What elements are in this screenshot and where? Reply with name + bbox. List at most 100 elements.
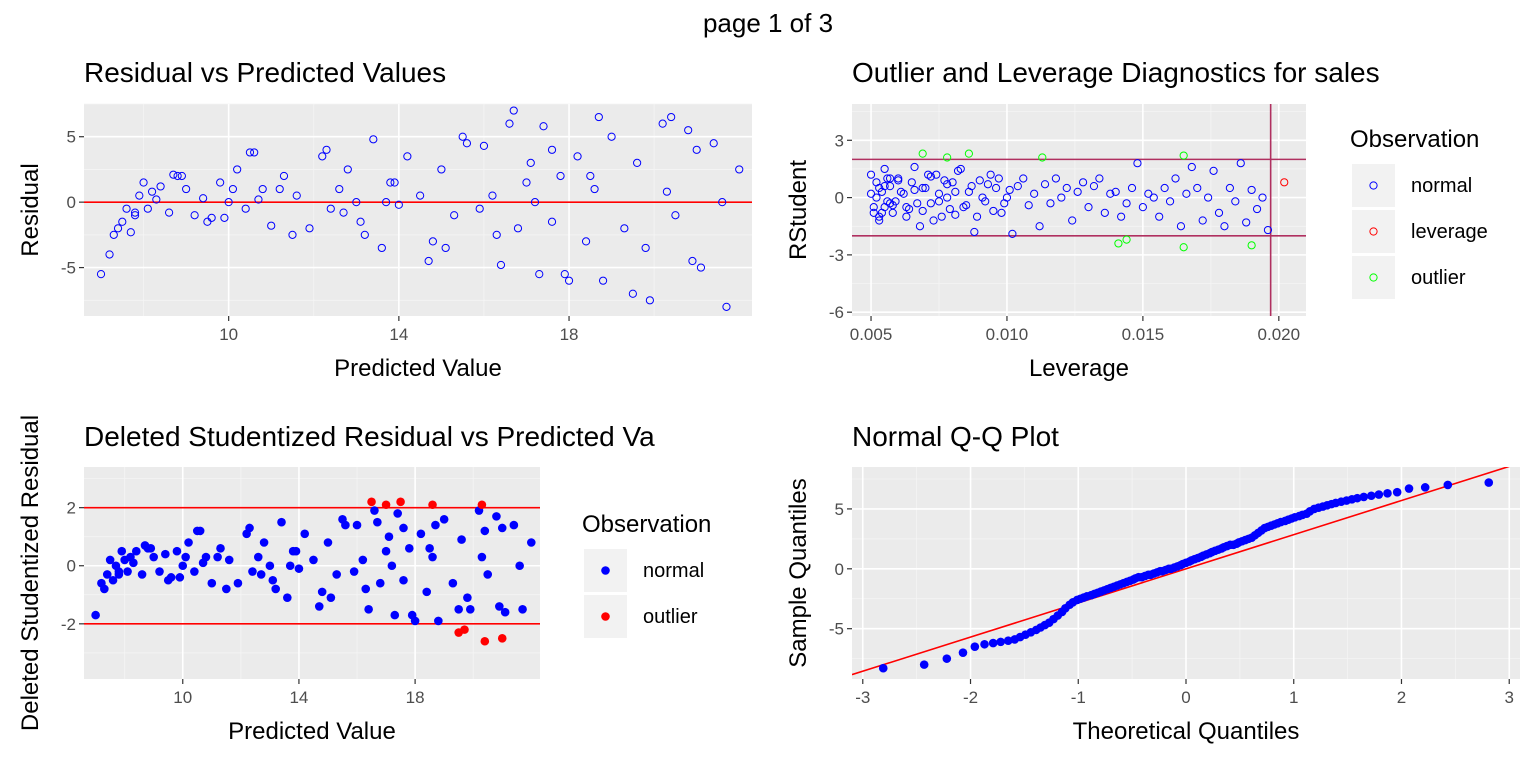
data-point-normal <box>880 164 889 174</box>
data-point <box>980 639 989 649</box>
data-point <box>450 211 459 220</box>
data-point-normal <box>918 206 927 216</box>
y-axis-title: Residual <box>17 163 44 256</box>
data-point-outlier <box>497 634 507 643</box>
data-point-normal <box>1138 203 1147 212</box>
data-point <box>152 195 161 204</box>
data-point <box>390 178 399 187</box>
legend-marker-normal <box>1369 181 1378 190</box>
plot-panel <box>84 104 752 316</box>
data-point-normal <box>937 212 946 221</box>
data-point-normal <box>91 610 100 620</box>
data-point <box>122 204 131 213</box>
data-point-normal <box>477 552 487 562</box>
data-point-normal <box>1095 174 1104 183</box>
x-axis-title: Leverage <box>1029 355 1129 382</box>
data-point-normal <box>497 523 507 533</box>
y-tick-label: 3 <box>835 131 844 150</box>
legend-marker-leverage <box>1369 227 1378 236</box>
data-point-normal <box>381 546 391 556</box>
data-point-normal <box>1024 201 1033 210</box>
data-point <box>505 119 514 128</box>
data-point-normal <box>140 541 150 550</box>
data-point-normal <box>1220 222 1229 231</box>
data-point <box>437 165 446 174</box>
legend-marker-normal <box>601 566 610 575</box>
data-point-outlier <box>1179 243 1188 252</box>
data-point-normal <box>1051 174 1060 183</box>
data-point-normal <box>370 506 379 515</box>
data-point-normal <box>361 584 371 594</box>
data-point <box>326 204 335 213</box>
data-point-normal <box>910 162 919 172</box>
data-point-normal <box>332 570 341 579</box>
data-point <box>1392 487 1402 497</box>
data-point-normal <box>915 222 925 231</box>
data-point-normal <box>463 593 472 602</box>
data-point-normal <box>1073 187 1082 196</box>
data-point-normal <box>1117 212 1126 221</box>
data-point-normal <box>181 552 190 562</box>
data-point-normal <box>184 538 193 547</box>
data-point <box>539 122 548 131</box>
data-point <box>1367 491 1376 501</box>
data-point-normal <box>137 570 147 579</box>
data-point-normal <box>1013 182 1022 191</box>
data-point <box>598 276 608 285</box>
data-point-normal <box>959 203 968 212</box>
data-point-normal <box>926 199 935 208</box>
data-point-normal <box>986 170 995 179</box>
data-point-normal <box>149 552 159 562</box>
data-point-normal <box>384 532 394 541</box>
data-point <box>878 663 888 673</box>
data-point <box>641 243 650 253</box>
data-point <box>560 270 569 279</box>
data-point <box>224 198 233 207</box>
data-point-normal <box>323 538 333 547</box>
data-point <box>475 204 484 213</box>
x-tick-label: 0.015 <box>1122 325 1165 344</box>
data-point-leverage <box>1280 178 1289 187</box>
legend-marker-outlier <box>1369 273 1378 282</box>
data-point-normal <box>465 605 475 614</box>
legend-label-leverage: leverage <box>1411 221 1488 243</box>
data-point-normal <box>271 584 280 594</box>
legend: Observation normal outlier <box>582 511 711 638</box>
data-point <box>479 141 489 150</box>
x-axis-title: Predicted Value <box>228 718 396 745</box>
data-point-normal <box>880 182 889 191</box>
data-point <box>233 165 242 174</box>
data-point <box>130 208 140 217</box>
data-point-outlier <box>1247 241 1256 250</box>
data-point-normal <box>338 514 347 524</box>
data-point-normal <box>352 520 362 530</box>
data-point <box>586 171 595 181</box>
x-tick-label: -3 <box>855 688 870 707</box>
data-point <box>1420 483 1430 492</box>
data-point <box>488 191 497 200</box>
data-point <box>216 178 225 187</box>
data-point-normal <box>1247 185 1256 195</box>
data-point-normal <box>983 180 993 189</box>
data-point-normal <box>926 172 935 181</box>
data-point-normal <box>373 517 382 527</box>
data-point-normal <box>1198 216 1207 225</box>
data-point-normal <box>175 573 185 582</box>
data-point-normal <box>1057 193 1066 202</box>
data-point-normal <box>1040 180 1050 189</box>
data-point <box>335 184 344 194</box>
data-point <box>394 200 403 209</box>
data-point-normal <box>1019 174 1028 183</box>
data-point <box>645 296 654 305</box>
x-tick-label: 0 <box>1181 688 1190 707</box>
data-point <box>118 217 127 226</box>
plot-panel <box>852 104 1306 316</box>
data-point <box>369 135 378 144</box>
data-point <box>718 198 727 207</box>
legend-title: Observation <box>582 511 711 538</box>
data-point-normal <box>1068 216 1077 225</box>
chart-title: Deleted Studentized Residual vs Predicte… <box>84 421 655 452</box>
data-point <box>428 237 437 246</box>
data-point-normal <box>1252 204 1262 214</box>
data-point-normal <box>885 199 895 208</box>
